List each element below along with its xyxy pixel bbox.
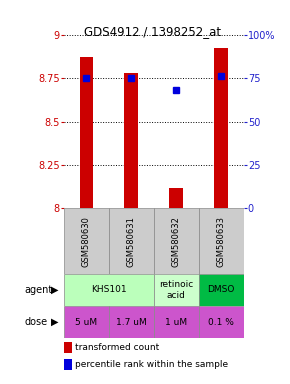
Bar xyxy=(64,342,72,353)
Bar xyxy=(214,48,228,209)
Bar xyxy=(109,209,154,274)
Bar xyxy=(154,306,199,338)
Text: GSM580632: GSM580632 xyxy=(172,216,181,266)
Text: percentile rank within the sample: percentile rank within the sample xyxy=(75,360,229,369)
Bar xyxy=(109,306,154,338)
Text: GDS4912 / 1398252_at: GDS4912 / 1398252_at xyxy=(84,25,221,38)
Text: ▶: ▶ xyxy=(51,285,59,295)
Text: 5 uM: 5 uM xyxy=(75,318,97,327)
Text: GSM580630: GSM580630 xyxy=(82,216,91,266)
Bar xyxy=(64,306,109,338)
Bar xyxy=(199,306,244,338)
Text: KHS101: KHS101 xyxy=(91,285,126,295)
Bar xyxy=(169,188,183,209)
Bar xyxy=(199,274,244,306)
Text: retinoic
acid: retinoic acid xyxy=(159,280,193,300)
Text: DMSO: DMSO xyxy=(207,285,235,295)
Bar xyxy=(154,274,199,306)
Text: agent: agent xyxy=(24,285,52,295)
Text: GSM580631: GSM580631 xyxy=(127,216,136,266)
Text: 1.7 uM: 1.7 uM xyxy=(116,318,147,327)
Bar xyxy=(64,209,109,274)
Text: GSM580633: GSM580633 xyxy=(217,215,226,266)
Text: transformed count: transformed count xyxy=(75,343,160,352)
Bar xyxy=(79,57,93,209)
Bar xyxy=(124,73,138,209)
Text: dose: dose xyxy=(24,317,47,327)
Bar xyxy=(199,209,244,274)
Bar xyxy=(64,359,72,370)
Bar xyxy=(154,209,199,274)
Bar xyxy=(64,274,154,306)
Text: ▶: ▶ xyxy=(51,317,59,327)
Text: 1 uM: 1 uM xyxy=(165,318,187,327)
Text: 0.1 %: 0.1 % xyxy=(208,318,234,327)
